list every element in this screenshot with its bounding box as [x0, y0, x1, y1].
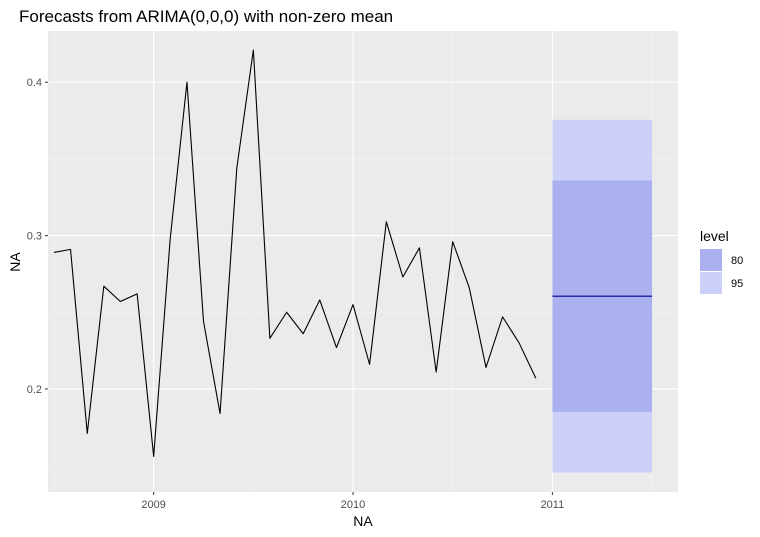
y-axis: 0.2 0.3 0.4: [27, 77, 48, 396]
y-tick-label: 0.4: [27, 77, 42, 89]
y-axis-title: NA: [7, 252, 23, 272]
legend: level 80 95: [700, 228, 743, 294]
x-tick-label: 2009: [141, 499, 165, 511]
x-axis: 2009 2010 2011: [141, 492, 564, 511]
legend-label: 95: [731, 278, 743, 290]
x-tick-label: 2011: [541, 499, 565, 511]
legend-label: 80: [731, 255, 743, 267]
x-axis-title: NA: [353, 513, 373, 529]
legend-key-95: [700, 272, 722, 294]
legend-title: level: [700, 228, 729, 244]
chart-title: Forecasts from ARIMA(0,0,0) with non-zer…: [19, 7, 393, 26]
series-line-0: [53, 49, 537, 457]
legend-key-80: [700, 249, 722, 271]
y-tick-label: 0.2: [27, 384, 42, 396]
x-tick-label: 2010: [341, 499, 365, 511]
y-tick-label: 0.3: [27, 231, 42, 243]
series-lines: [53, 49, 537, 457]
